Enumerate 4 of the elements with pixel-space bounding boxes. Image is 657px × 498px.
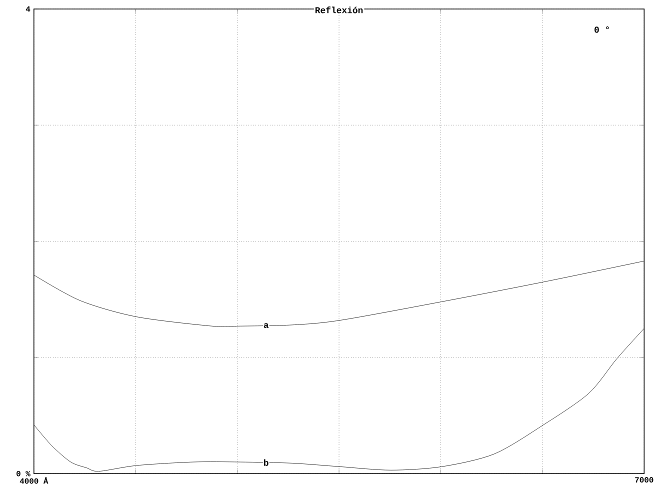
- series-label: a: [264, 323, 269, 328]
- series-label: b: [264, 460, 268, 466]
- annotation: 0 °: [594, 26, 609, 33]
- chart-title: Reflexión: [315, 6, 363, 14]
